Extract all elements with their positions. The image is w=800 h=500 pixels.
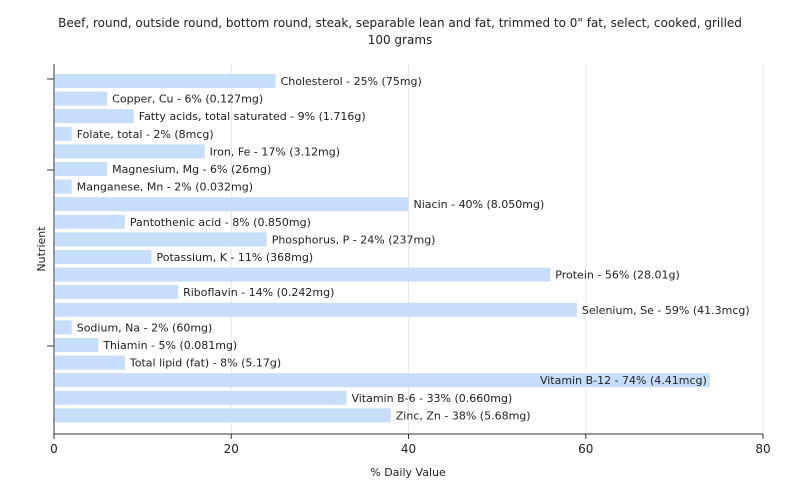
- bar: [55, 390, 347, 405]
- bar: [55, 285, 179, 300]
- bar: [55, 144, 205, 159]
- bar-label: Total lipid (fat) - 8% (5.17g): [129, 357, 281, 370]
- bar: [55, 355, 125, 370]
- bar-label: Potassium, K - 11% (368mg): [156, 251, 313, 264]
- chart-title-line-1: Beef, round, outside round, bottom round…: [58, 16, 742, 30]
- bar-label: Iron, Fe - 17% (3.12mg): [210, 145, 340, 158]
- bar: [55, 338, 99, 352]
- bar-label: Sodium, Na - 2% (60mg): [77, 321, 213, 334]
- bar-label: Pantothenic acid - 8% (0.850mg): [130, 216, 311, 229]
- bar: [55, 162, 108, 176]
- chart-title-line-2: 100 grams: [368, 33, 433, 47]
- x-tick-label: 60: [578, 442, 593, 456]
- bar-label: Thiamin - 5% (0.081mg): [102, 339, 237, 352]
- bar: [55, 126, 72, 141]
- bar: [55, 250, 152, 264]
- bar-label: Vitamin B-6 - 33% (0.660mg): [351, 392, 512, 405]
- y-axis-label: Nutrient: [35, 226, 48, 272]
- bar-label: Magnesium, Mg - 6% (26mg): [112, 163, 271, 176]
- bar-label: Fatty acids, total saturated - 9% (1.716…: [139, 110, 366, 123]
- bar: [55, 197, 409, 212]
- bar: [55, 373, 710, 388]
- bar: [55, 214, 125, 229]
- x-axis-ticks: 0 20 40 60 80: [50, 434, 771, 456]
- x-tick-label: 0: [50, 442, 58, 456]
- bar-label: Folate, total - 2% (8mcg): [77, 128, 214, 141]
- bar: [55, 74, 276, 88]
- bar: [55, 232, 267, 247]
- bar-label: Cholesterol - 25% (75mg): [281, 75, 422, 88]
- bar: [55, 91, 108, 106]
- bar-label: Copper, Cu - 6% (0.127mg): [112, 93, 263, 106]
- bar-label: Niacin - 40% (8.050mg): [414, 198, 545, 211]
- x-tick-label: 80: [755, 442, 770, 456]
- bar-label: Phosphorus, P - 24% (237mg): [272, 233, 436, 246]
- bar: [55, 302, 577, 317]
- bar: [55, 320, 72, 335]
- bar-label: Zinc, Zn - 38% (5.68mg): [396, 409, 531, 422]
- bar: [55, 179, 72, 194]
- bar-label: Vitamin B-12 - 74% (4.41mcg): [540, 374, 707, 387]
- x-tick-label: 40: [401, 442, 416, 456]
- bar: [55, 408, 391, 423]
- bar: [55, 109, 134, 124]
- bar-label: Riboflavin - 14% (0.242mg): [183, 286, 334, 299]
- bar-label: Protein - 56% (28.01g): [555, 269, 680, 282]
- bar-label: Manganese, Mn - 2% (0.032mg): [77, 181, 253, 194]
- grid-lines: [230, 64, 764, 434]
- x-tick-label: 20: [224, 442, 239, 456]
- x-axis-label: % Daily Value: [370, 466, 446, 479]
- bar: [55, 267, 551, 282]
- bar-label: Selenium, Se - 59% (41.3mcg): [582, 304, 750, 317]
- bars: Cholesterol - 25% (75mg) Copper, Cu - 6% …: [55, 74, 750, 423]
